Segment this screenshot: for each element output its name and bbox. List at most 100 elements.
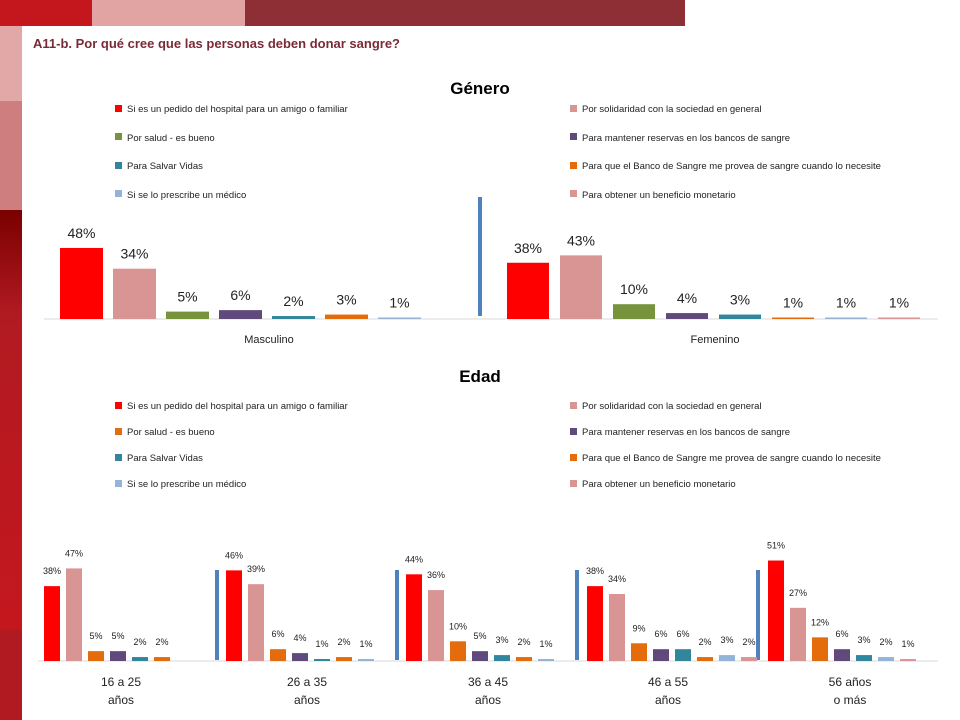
data-label: 34% xyxy=(608,574,626,584)
bar xyxy=(719,314,761,319)
data-label: 46% xyxy=(225,550,243,560)
legend-label: Para que el Banco de Sangre me provea de… xyxy=(582,453,881,464)
data-label: 38% xyxy=(514,240,542,256)
legend-label: Si se lo prescribe un médico xyxy=(127,189,247,201)
data-label: 10% xyxy=(620,281,648,297)
data-label: 34% xyxy=(120,246,148,262)
data-label: 5% xyxy=(177,289,197,305)
legend-label: Por solidaridad con la sociedad en gener… xyxy=(582,401,762,412)
bar xyxy=(768,560,784,661)
bar xyxy=(772,317,814,319)
legend-item: Para que el Banco de Sangre me provea de… xyxy=(570,161,881,172)
bar xyxy=(900,659,916,661)
sidebar-segment-1 xyxy=(0,26,22,101)
header-band-1 xyxy=(0,0,92,26)
data-label: 5% xyxy=(111,631,124,641)
legend-swatch xyxy=(115,104,122,112)
legend-swatch xyxy=(570,161,577,169)
bar xyxy=(314,659,330,661)
data-label: 48% xyxy=(67,225,95,241)
bar xyxy=(516,657,532,661)
category-label: 36 a 45 xyxy=(468,675,508,689)
bar xyxy=(856,655,872,661)
data-label: 36% xyxy=(427,570,445,580)
data-label: 1% xyxy=(389,295,409,311)
legend-swatch xyxy=(115,479,122,487)
data-label: 4% xyxy=(677,290,697,306)
bar xyxy=(44,586,60,661)
bar xyxy=(270,649,286,661)
data-label: 2% xyxy=(283,293,303,309)
data-label: 38% xyxy=(586,566,604,576)
legend-label: Para obtener un beneficio monetario xyxy=(582,479,736,490)
legend-item: Si es un pedido del hospital para un ami… xyxy=(115,104,348,115)
bar xyxy=(812,637,828,661)
chart-genero: 48% 34% 5% 6% 2% 3% 1% Masculino 38% 43% 10% 4% 3% 1%… xyxy=(44,197,938,346)
category-label: años xyxy=(655,693,681,707)
bar xyxy=(825,317,867,319)
legend-item: Para Salvar Vidas xyxy=(115,453,203,464)
data-label: 2% xyxy=(517,637,530,647)
bar xyxy=(675,649,691,661)
legend-label: Para mantener reservas en los bancos de … xyxy=(582,132,791,144)
bar xyxy=(834,649,850,661)
data-label: 1% xyxy=(901,639,914,649)
data-label: 3% xyxy=(730,292,750,308)
legend-swatch xyxy=(115,161,122,169)
bar xyxy=(560,255,602,319)
legend-item: Si se lo prescribe un médico xyxy=(115,190,246,201)
legend-label: Para que el Banco de Sangre me provea de… xyxy=(582,161,881,172)
group-separator xyxy=(575,570,579,660)
legend-label: Para mantener reservas en los bancos de … xyxy=(582,427,791,438)
category-label: 56 años xyxy=(829,675,872,689)
legend-swatch xyxy=(115,427,122,435)
legend-swatch xyxy=(570,104,577,112)
bar xyxy=(113,268,156,319)
legend-item: Por salud - es bueno xyxy=(115,133,215,144)
bar xyxy=(697,657,713,661)
data-label: 2% xyxy=(742,637,755,647)
data-label: 1% xyxy=(836,295,856,311)
data-label: 5% xyxy=(473,631,486,641)
bar xyxy=(878,317,920,319)
bar xyxy=(878,657,894,661)
legend-item: Para Salvar Vidas xyxy=(115,161,203,172)
legend-item: Para mantener reservas en los bancos de … xyxy=(570,133,790,144)
data-label: 2% xyxy=(133,637,146,647)
data-label: 12% xyxy=(811,617,829,627)
data-label: 3% xyxy=(336,292,356,308)
group-separator xyxy=(478,197,482,316)
legend-label: Por solidaridad con la sociedad en gener… xyxy=(582,104,762,115)
category-label: años xyxy=(294,693,320,707)
legend-swatch xyxy=(570,190,577,198)
category-label: 46 a 55 xyxy=(648,675,688,689)
data-label: 3% xyxy=(857,635,870,645)
legend-swatch xyxy=(570,453,577,461)
category-label: Femenino xyxy=(691,334,740,346)
sidebar-segment-3 xyxy=(0,210,22,630)
data-label: 2% xyxy=(155,637,168,647)
data-label: 38% xyxy=(43,566,61,576)
legend-item: Para mantener reservas en los bancos de … xyxy=(570,427,790,438)
data-label: 2% xyxy=(879,637,892,647)
bar xyxy=(428,590,444,661)
data-label: 6% xyxy=(835,629,848,639)
data-label: 2% xyxy=(337,637,350,647)
data-label: 1% xyxy=(359,639,372,649)
data-label: 5% xyxy=(89,631,102,641)
bar xyxy=(358,659,374,661)
chart-title-genero: Género xyxy=(450,79,510,98)
category-label: 26 a 35 xyxy=(287,675,327,689)
category-label: o más xyxy=(834,693,867,707)
bar xyxy=(88,651,104,661)
legend-item: Para obtener un beneficio monetario xyxy=(570,479,736,490)
data-label: 1% xyxy=(539,639,552,649)
sidebar-segment-2 xyxy=(0,101,22,210)
legend-item: Para obtener un beneficio monetario xyxy=(570,190,736,201)
header-band-4 xyxy=(245,0,685,26)
bar xyxy=(60,247,103,319)
category-label: 16 a 25 xyxy=(101,675,141,689)
data-label: 10% xyxy=(449,621,467,631)
bar xyxy=(132,657,148,661)
